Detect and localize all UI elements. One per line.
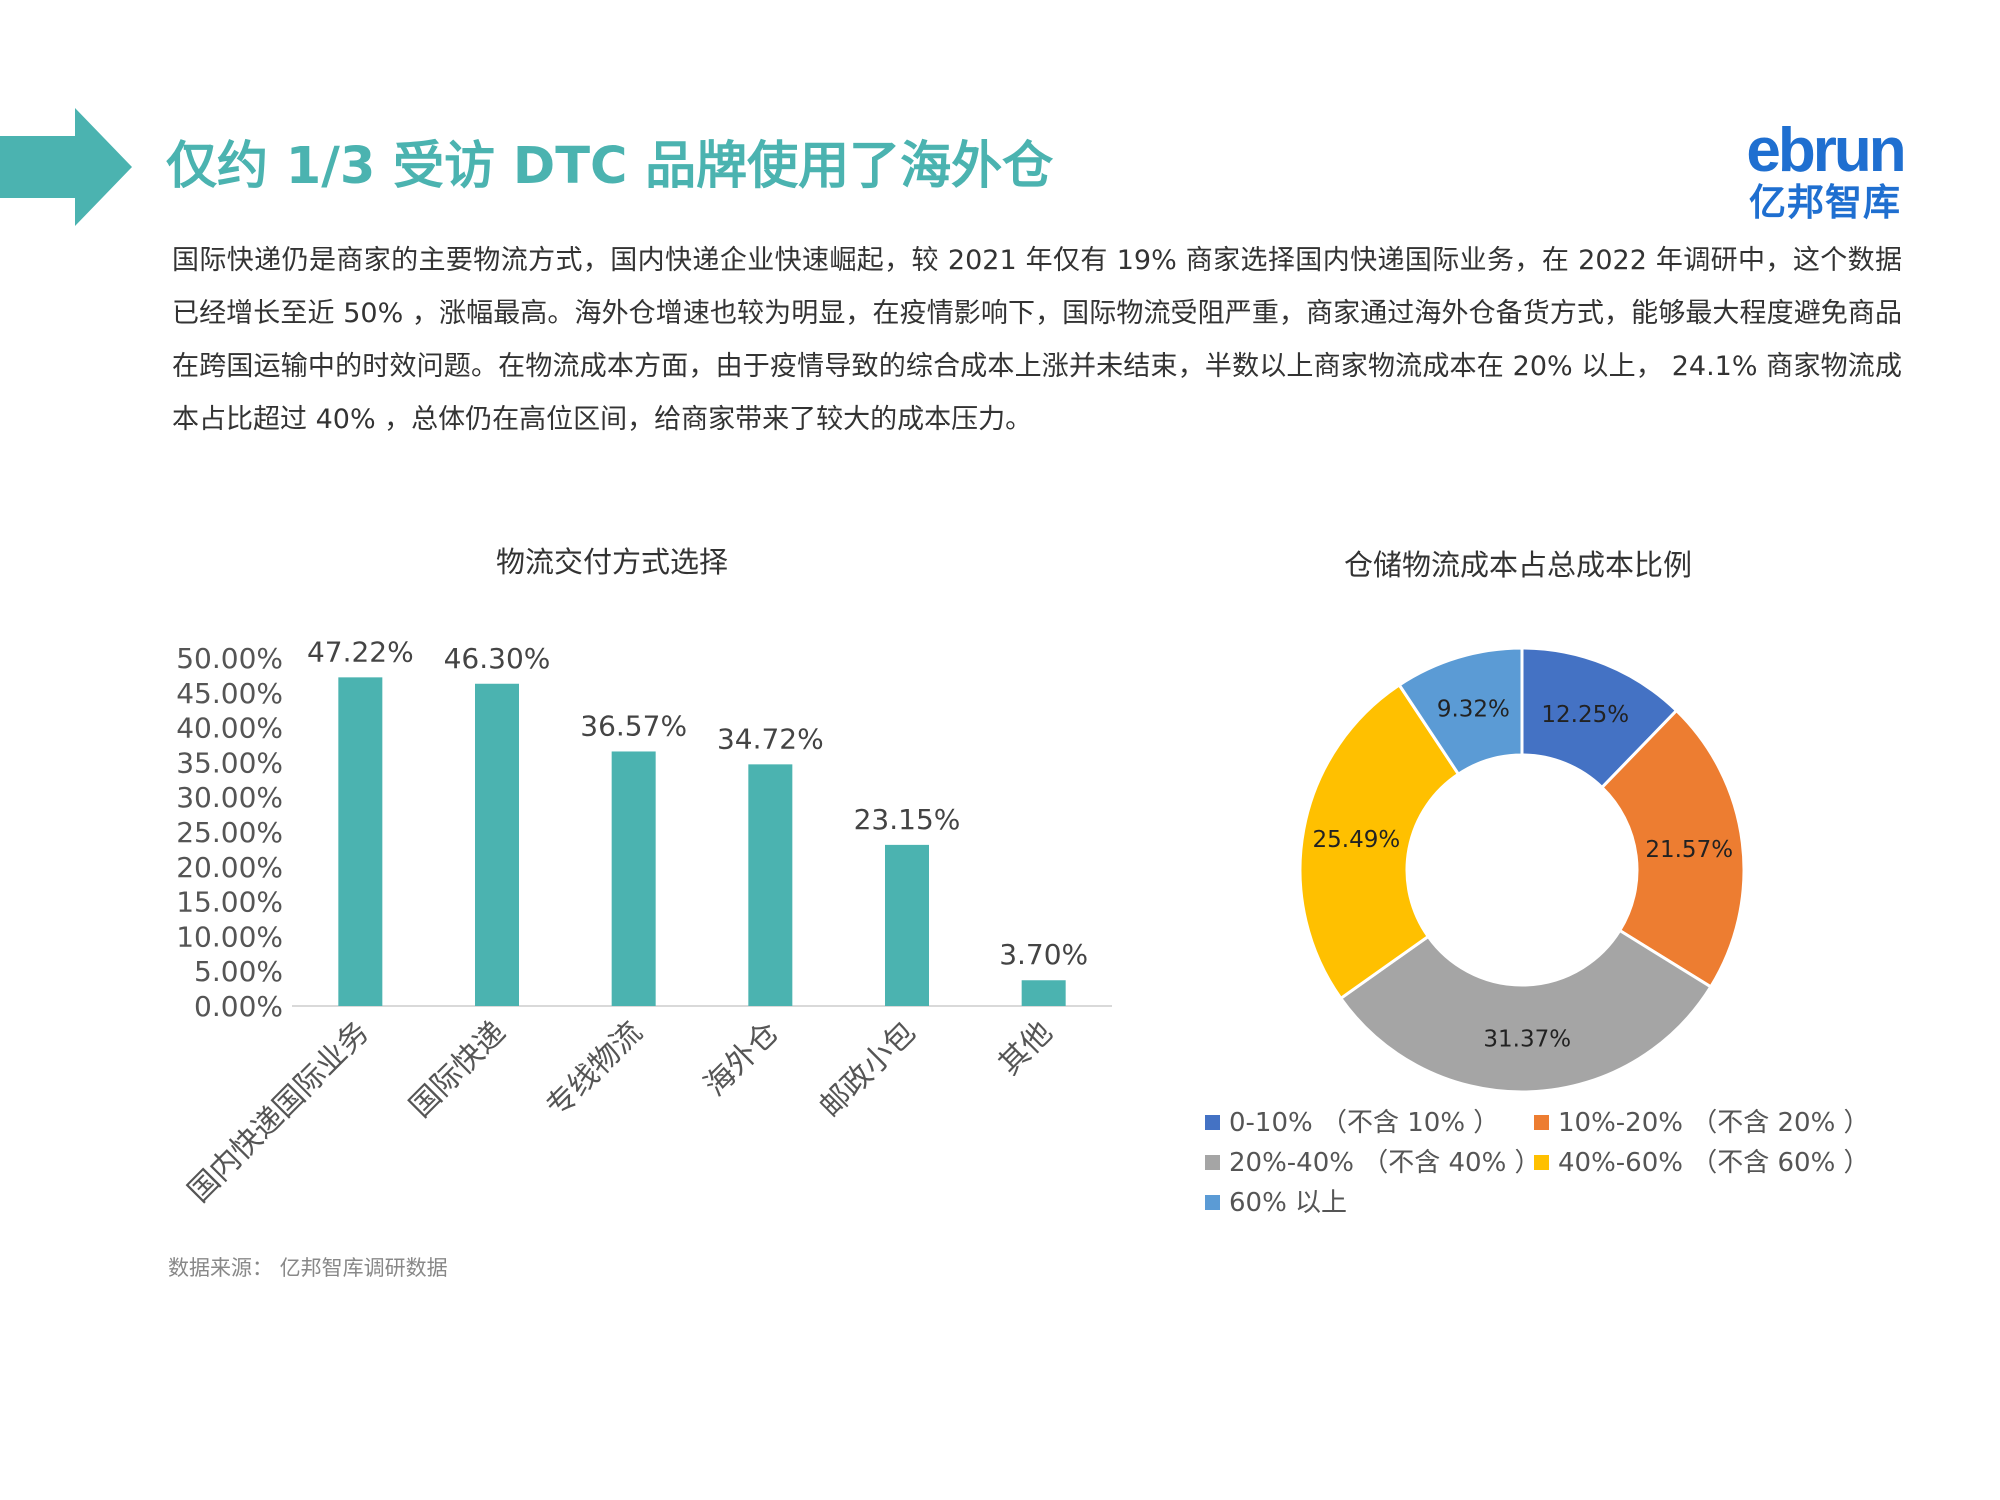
legend-swatch <box>1205 1195 1220 1210</box>
logo-wordmark: ebrun <box>1746 116 1906 185</box>
legend-swatch <box>1534 1115 1549 1130</box>
donut-chart-title: 仓储物流成本占总成本比例 <box>1344 548 1692 582</box>
legend-label: 10%-20% （不含 20% ） <box>1558 1108 1870 1138</box>
donut-chart: 仓储物流成本占总成本比例 12.25% 21.57% 31.37% 25.49% 9.3… <box>1205 548 1870 1218</box>
legend-label: 20%-40% （不含 40% ） <box>1229 1148 1541 1178</box>
bar <box>1021 980 1066 1006</box>
y-tick-label: 5.00% <box>194 955 283 988</box>
bar-data-label: 34.72% <box>717 722 824 755</box>
legend-label: 40%-60% （不含 60% ） <box>1558 1148 1870 1178</box>
ebrun-logo: ebrun 亿邦智库 <box>1740 116 1910 226</box>
category-label: 其他 <box>992 1015 1059 1082</box>
bar-chart: 物流交付方式选择 0.00%5.00%10.00%15.00%20.00%25.… <box>176 545 1112 1209</box>
y-tick-label: 15.00% <box>176 886 283 919</box>
donut-slice <box>1338 928 1713 1094</box>
y-tick-label: 45.00% <box>176 677 283 710</box>
category-label: 国际快递 <box>403 1015 513 1125</box>
legend-swatch <box>1205 1115 1220 1130</box>
donut-slice-label: 12.25% <box>1541 702 1629 728</box>
y-tick-label: 20.00% <box>176 851 283 884</box>
y-tick-label: 0.00% <box>194 990 283 1023</box>
bar-data-label: 23.15% <box>854 803 961 836</box>
donut-slice <box>1599 708 1746 989</box>
y-tick-label: 35.00% <box>176 746 283 779</box>
legend-swatch <box>1534 1155 1549 1170</box>
category-label: 专线物流 <box>540 1015 650 1125</box>
y-tick-label: 30.00% <box>176 781 283 814</box>
bar <box>475 683 519 1006</box>
donut-slice <box>1298 682 1461 1001</box>
y-tick-label: 10.00% <box>176 920 283 953</box>
bar-data-label: 46.30% <box>444 642 551 675</box>
bar-chart-title: 物流交付方式选择 <box>496 545 728 579</box>
category-label: 邮政小包 <box>813 1015 923 1125</box>
donut-slice-label: 31.37% <box>1483 1026 1571 1052</box>
bar <box>748 764 793 1006</box>
legend-label: 0-10% （不含 10% ） <box>1229 1108 1499 1138</box>
donut-slice-label: 25.49% <box>1313 827 1401 853</box>
donut-slice-label: 21.57% <box>1645 837 1733 863</box>
donut-slice <box>1397 646 1524 777</box>
y-tick-label: 50.00% <box>176 642 283 675</box>
bar <box>338 677 383 1006</box>
bar <box>885 844 929 1006</box>
y-tick-label: 25.00% <box>176 816 283 849</box>
logo-chinese-name: 亿邦智库 <box>1749 181 1901 224</box>
page-title: 仅约 1/3 受访 DTC 品牌使用了海外仓 <box>166 137 1054 196</box>
category-label: 海外仓 <box>698 1015 786 1103</box>
category-label: 国内快递国际业务 <box>182 1015 376 1209</box>
bar <box>611 751 656 1006</box>
summary-paragraph: 国际快递仍是商家的主要物流方式，国内快递企业快速崛起，较 2021 年仅有 19… <box>172 245 1902 435</box>
y-tick-label: 40.00% <box>176 712 283 745</box>
bar-data-label: 36.57% <box>580 709 687 742</box>
donut-slice-label: 9.32% <box>1437 697 1510 723</box>
arrow-decoration <box>0 108 132 226</box>
bar-data-label: 3.70% <box>999 938 1088 971</box>
bar-data-label: 47.22% <box>307 635 414 668</box>
data-source-note: 数据来源： 亿邦智库调研数据 <box>168 1256 448 1280</box>
legend-label: 60% 以上 <box>1229 1188 1347 1218</box>
legend-swatch <box>1205 1155 1220 1170</box>
